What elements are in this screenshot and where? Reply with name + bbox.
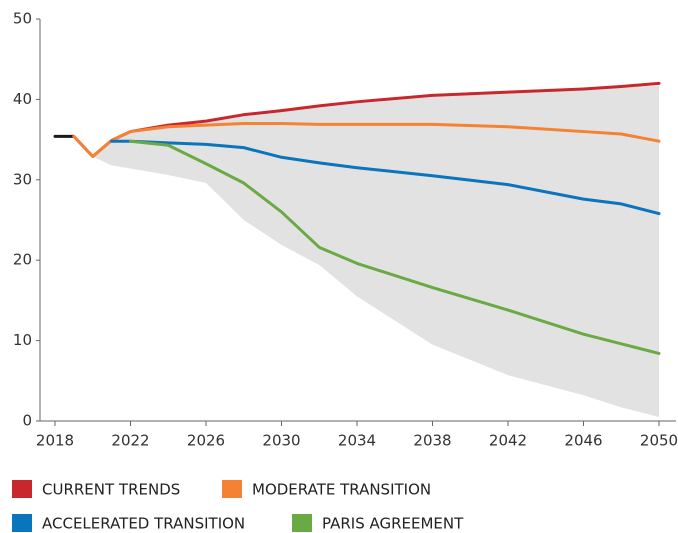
x-tick-label: 2018: [36, 432, 74, 450]
x-tick-label: 2030: [262, 432, 300, 450]
x-tick-label: 2050: [640, 432, 678, 450]
series-line: [129, 139, 661, 355]
legend-label: PARIS AGREEMENT: [322, 515, 464, 533]
legend-swatch: [12, 480, 32, 498]
y-tick-label: 30: [13, 170, 32, 188]
legend: CURRENT TRENDS MODERATE TRANSITION ACCELER…: [12, 480, 464, 533]
legend-label: CURRENT TRENDS: [42, 481, 180, 499]
x-tick-label: 2046: [564, 432, 602, 450]
legend-swatch: [12, 514, 32, 532]
x-tick-label: 2026: [187, 432, 225, 450]
y-tick-label: 10: [13, 331, 32, 349]
y-tick-label: 20: [13, 251, 32, 269]
series-line: [110, 139, 661, 216]
series-line: [72, 122, 661, 158]
x-tick-label: 2042: [489, 432, 527, 450]
legend-swatch: [222, 480, 242, 498]
range-band: [92, 85, 659, 417]
legend-label: ACCELERATED TRANSITION: [42, 515, 245, 533]
x-tick-label: 2034: [338, 432, 376, 450]
y-tick-label: 0: [22, 412, 32, 430]
legend-swatch: [292, 514, 312, 532]
y-tick-label: 40: [13, 90, 32, 108]
y-tick-label: 50: [13, 10, 32, 28]
x-tick-label: 2038: [413, 432, 451, 450]
legend-label: MODERATE TRANSITION: [252, 481, 431, 499]
x-tick-label: 2022: [111, 432, 149, 450]
